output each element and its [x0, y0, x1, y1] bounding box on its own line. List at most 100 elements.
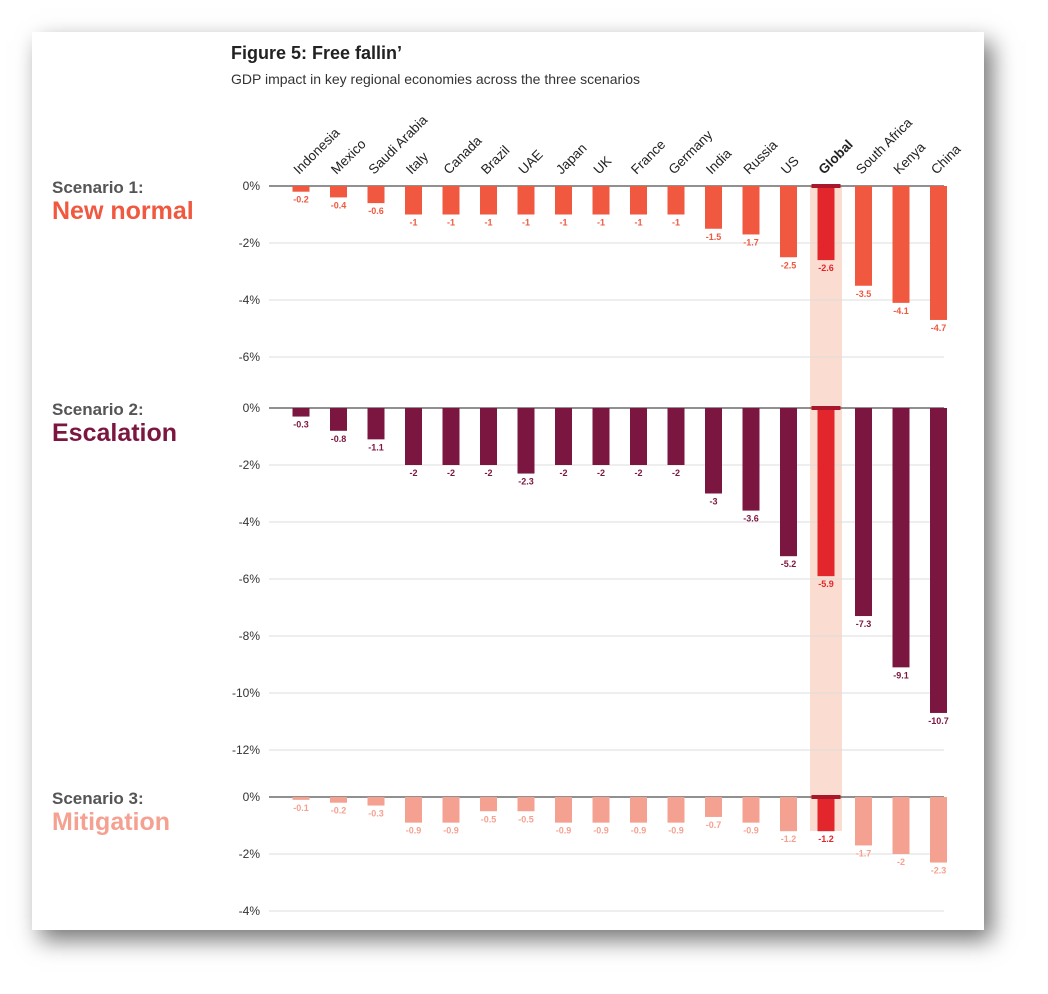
scenario-3-name: Mitigation — [52, 808, 170, 836]
scenario-3-value-label: -0.9 — [668, 826, 684, 836]
scenario-2-bar-south-africa — [855, 408, 872, 617]
scenario-3-bar-brazil — [480, 797, 497, 812]
scenario-1-bar-germany — [667, 186, 685, 215]
scenario-3-tick-label: -2% — [239, 847, 261, 861]
scenario-3-bar-us — [780, 797, 797, 832]
scenario-1-bar-mexico — [330, 186, 347, 198]
scenario-2-bar-kenya — [892, 408, 910, 668]
scenario-2-bar-japan — [555, 408, 572, 465]
scenario-3-bar-uae — [517, 797, 535, 812]
scenario-2-value-label: -2.3 — [518, 477, 534, 487]
scenario-1-value-label: -2.5 — [781, 260, 797, 270]
scenario-1-bar-south-africa — [855, 186, 872, 286]
category-label: India — [703, 145, 735, 177]
scenario-3-bar-russia — [742, 797, 760, 823]
scenario-3-value-label: -0.9 — [743, 826, 759, 836]
scenario-1-bar-brazil — [480, 186, 497, 215]
scenario-2-bar-france — [630, 408, 647, 465]
scenario-2-tick-label: -12% — [232, 743, 260, 757]
scenario-3-bar-global — [817, 797, 835, 832]
scenario-2-bar-uae — [517, 408, 535, 474]
scenario-1-value-label: -1 — [522, 218, 530, 228]
scenario-2-bar-india — [705, 408, 722, 494]
scenario-3-value-label: -1.2 — [818, 834, 834, 844]
scenario-2-value-label: -3.6 — [743, 514, 759, 524]
scenario-2-bar-canada — [442, 408, 460, 465]
scenario-1-value-label: -1 — [634, 218, 642, 228]
scenario-3-bar-saudi-arabia — [367, 797, 385, 806]
scenario-1-value-label: -1 — [672, 218, 680, 228]
scenario-1-bar-kenya — [892, 186, 910, 303]
scenario-1-bar-canada — [442, 186, 460, 215]
category-label: UAE — [516, 147, 546, 177]
scenario-2-value-label: -2 — [409, 468, 417, 478]
scenario-1-bar-india — [705, 186, 722, 229]
category-label: Italy — [403, 149, 431, 177]
scenario-2-global-cap — [811, 406, 841, 410]
scenario-1-value-label: -4.7 — [931, 323, 947, 333]
scenario-3-value-label: -2 — [897, 857, 905, 867]
scenario-2-value-label: -2 — [559, 468, 567, 478]
scenario-3-value-label: -0.5 — [481, 814, 497, 824]
scenario-2-value-label: -2 — [484, 468, 492, 478]
scenario-2-value-label: -2 — [634, 468, 642, 478]
scenario-2-value-label: -7.3 — [856, 619, 872, 629]
scenario-3-value-label: -0.9 — [406, 826, 422, 836]
scenario-2-value-label: -5.2 — [781, 559, 797, 569]
scenario-3-tick-label: 0% — [243, 790, 261, 804]
chart-card: Figure 5: Free fallin’ GDP impact in key… — [32, 32, 984, 930]
scenario-2-value-label: -2 — [597, 468, 605, 478]
category-label: US — [778, 153, 802, 177]
scenario-1-bar-us — [780, 186, 797, 258]
scenario-1-tick-label: -4% — [239, 293, 261, 307]
scenario-2-value-label: -0.3 — [293, 420, 309, 430]
scenario-3-bar-indonesia — [292, 797, 310, 800]
scenario-1-value-label: -1 — [559, 218, 567, 228]
scenario-1-name: New normal — [52, 197, 194, 225]
scenario-2-tick-label: -4% — [239, 515, 261, 529]
scenario-2-tick-label: 0% — [243, 401, 261, 415]
scenario-3-bar-france — [630, 797, 647, 823]
scenario-2-value-label: -0.8 — [331, 434, 347, 444]
scenario-2-value-label: -2 — [672, 468, 680, 478]
scenario-2-bar-uk — [592, 408, 610, 465]
scenario-1-bar-uae — [517, 186, 535, 215]
scenario-1-value-label: -1.7 — [743, 237, 759, 247]
scenario-1-value-label: -1 — [484, 218, 492, 228]
scenario-3-bar-kenya — [892, 797, 910, 854]
scenario-3-value-label: -0.1 — [293, 803, 309, 813]
scenario-2-bar-germany — [667, 408, 685, 465]
scenario-3-tick-label: -4% — [239, 904, 261, 918]
scenario-1-bar-indonesia — [292, 186, 310, 192]
scenario-3-bar-china — [930, 797, 947, 863]
scenario-1-bar-russia — [742, 186, 760, 235]
scenario-1-bar-italy — [405, 186, 422, 215]
scenario-2-bar-russia — [742, 408, 760, 511]
scenario-1-value-label: -0.6 — [368, 206, 384, 216]
category-label: Russia — [741, 137, 781, 177]
scenario-2-bar-indonesia — [292, 408, 310, 417]
scenario-2-bar-global — [817, 408, 835, 577]
scenario-2-bar-china — [930, 408, 947, 713]
scenario-1-global-cap — [811, 184, 841, 188]
scenario-3-value-label: -0.9 — [443, 826, 459, 836]
scenario-2-value-label: -3 — [709, 497, 717, 507]
scenario-3-bar-mexico — [330, 797, 347, 803]
scenario-2-value-label: -9.1 — [893, 670, 909, 680]
scenario-2-tick-label: -2% — [239, 458, 261, 472]
scenario-2-tick-label: -8% — [239, 629, 261, 643]
scenario-1-value-label: -3.5 — [856, 289, 872, 299]
scenario-3-value-label: -0.3 — [368, 809, 384, 819]
scenario-1-value-label: -2.6 — [818, 263, 834, 273]
scenario-3-bar-uk — [592, 797, 610, 823]
scenario-1-value-label: -1 — [597, 218, 605, 228]
chart: Figure 5: Free fallin’ GDP impact in key… — [52, 43, 964, 918]
scenario-2-bar-italy — [405, 408, 422, 465]
category-label: Canada — [441, 133, 485, 177]
chart-subtitle: GDP impact in key regional economies acr… — [231, 71, 640, 87]
scenario-1-bar-japan — [555, 186, 572, 215]
scenario-3-global-cap — [811, 795, 841, 799]
scenario-3-bar-canada — [442, 797, 460, 823]
category-label: Global — [816, 137, 856, 177]
scenario-1-value-label: -1.5 — [706, 232, 722, 242]
